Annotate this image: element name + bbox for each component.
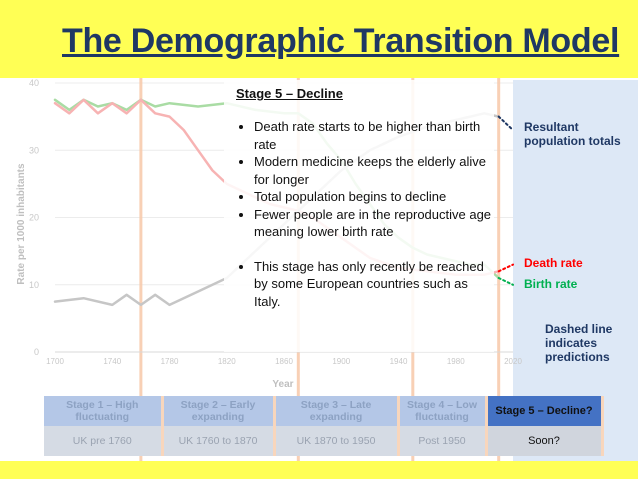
- bottom-bar: [0, 461, 638, 479]
- stage-4-period: Post 1950: [398, 426, 488, 456]
- dashed-line-annotation: Dashed line indicates predictions: [545, 322, 613, 364]
- resultant-population-totals-prediction-line: [497, 115, 514, 132]
- title-bar: The Demographic Transition Model: [0, 0, 638, 78]
- stages-period-row: UK pre 1760 UK 1760 to 1870 UK 1870 to 1…: [44, 426, 604, 456]
- stage-2-period: UK 1760 to 1870: [162, 426, 276, 456]
- stage-5-period: Soon?: [486, 426, 604, 456]
- stages-header-row: Stage 1 – High fluctuating Stage 2 – Ear…: [44, 396, 604, 426]
- stages-table: Stage 1 – High fluctuating Stage 2 – Ear…: [44, 396, 604, 456]
- death-rate-prediction-line: [497, 263, 514, 273]
- stage-1-period: UK pre 1760: [44, 426, 164, 456]
- x-tick-label: 1860: [275, 357, 293, 366]
- x-tick-label: 1900: [332, 357, 350, 366]
- x-tick-label: 1820: [218, 357, 236, 366]
- stage-4-header: Stage 4 – Low fluctuating: [398, 396, 488, 426]
- stage-3-header: Stage 3 – Late expanding: [274, 396, 400, 426]
- stage-1-header: Stage 1 – High fluctuating: [44, 396, 164, 426]
- stage-2-header: Stage 2 – Early expanding: [162, 396, 276, 426]
- stage-3-period: UK 1870 to 1950: [274, 426, 400, 456]
- bullet-item: Fewer people are in the reproductive age…: [254, 206, 494, 241]
- y-tick-label: 0: [34, 347, 39, 357]
- x-tick-label: 1700: [46, 357, 64, 366]
- bullet-item: Total population begins to decline: [254, 188, 494, 206]
- bullet-item: Modern medicine keeps the elderly alive …: [254, 153, 494, 188]
- bullet-item: Death rate starts to be higher than birt…: [254, 118, 494, 153]
- y-axis-label: Rate per 1000 inhabitants: [16, 163, 27, 285]
- stage5-bullets: Death rate starts to be higher than birt…: [232, 118, 494, 310]
- x-tick-label: 1740: [103, 357, 121, 366]
- x-tick-label: 1780: [161, 357, 179, 366]
- x-tick-label: 2020: [504, 357, 522, 366]
- birth-rate-annotation: Birth rate: [524, 277, 578, 291]
- death-rate-annotation: Death rate: [524, 256, 583, 270]
- stage-5-header: Stage 5 – Decline?: [486, 396, 604, 426]
- stage5-heading: Stage 5 – Decline: [236, 86, 343, 101]
- y-tick-label: 10: [29, 280, 39, 290]
- birth-rate-prediction-line: [497, 277, 514, 286]
- stage5-textbox: Stage 5 – Decline Death rate starts to b…: [224, 80, 494, 352]
- x-tick-label: 1980: [447, 357, 465, 366]
- y-tick-label: 30: [29, 145, 39, 155]
- chart-axes: 0 10 20 30 40 1700 1740 1780 1820 1860 1900 1940 198…: [29, 78, 522, 366]
- bullet-item: This stage has only recently be reached …: [254, 258, 494, 311]
- slide-title: The Demographic Transition Model: [62, 22, 620, 60]
- population-annotation: Resultant population totals: [524, 120, 621, 148]
- x-axis-label: Year: [272, 379, 293, 390]
- y-tick-label: 40: [29, 78, 39, 88]
- x-tick-label: 1940: [390, 357, 408, 366]
- y-tick-label: 20: [29, 213, 39, 223]
